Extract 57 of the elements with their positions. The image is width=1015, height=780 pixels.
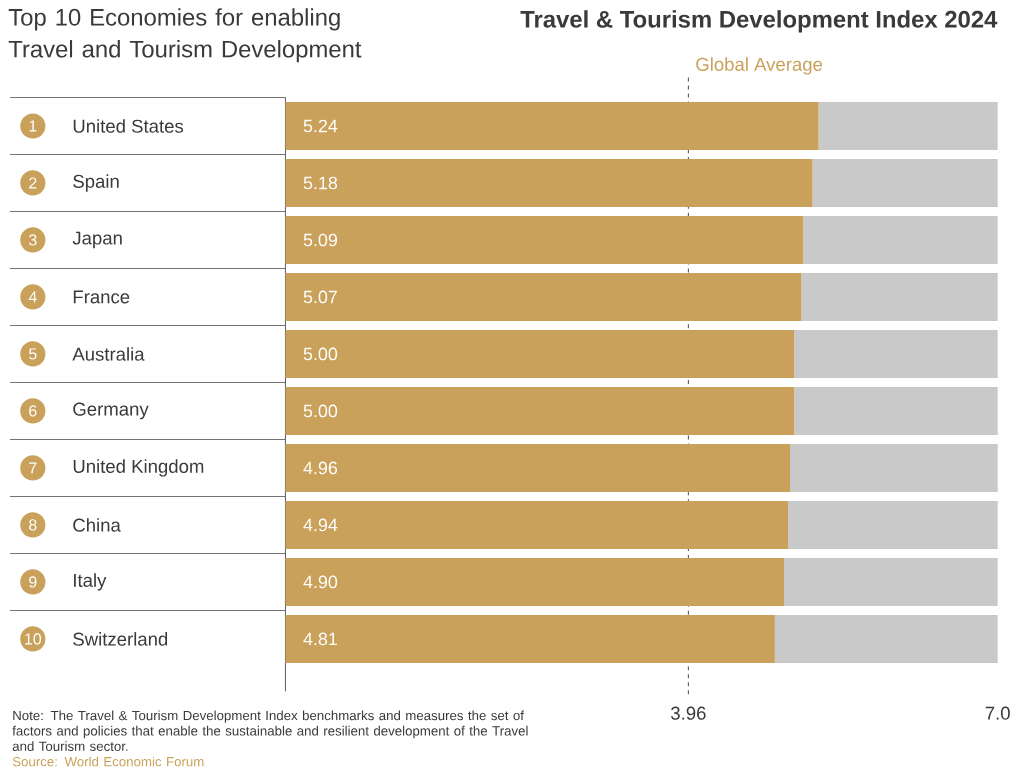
data-label: 5.00 bbox=[303, 347, 338, 361]
bar bbox=[812, 159, 998, 207]
bar bbox=[285, 330, 795, 378]
y-tick-label: Switzerland bbox=[73, 632, 168, 646]
bar bbox=[285, 216, 804, 264]
text: 5 bbox=[29, 348, 37, 360]
text: 6 bbox=[29, 405, 37, 417]
source-note: Source: World Economic Forum bbox=[12, 756, 204, 767]
bar bbox=[794, 387, 998, 435]
bar bbox=[803, 216, 998, 264]
bar bbox=[801, 273, 998, 321]
y-tick-label: Australia bbox=[72, 347, 145, 361]
bar bbox=[784, 558, 998, 606]
text: 4 bbox=[28, 291, 37, 303]
y-tick-label: Germany bbox=[73, 402, 149, 420]
ref-line-label: Global Average bbox=[696, 57, 823, 75]
text: 1 bbox=[29, 120, 37, 132]
x-tick-label: 7.0 bbox=[985, 706, 1010, 720]
y-tick-label: France bbox=[73, 290, 130, 304]
bar bbox=[790, 444, 998, 492]
x-tick-label: 3.96 bbox=[671, 706, 706, 720]
y-tick-label: United Kingdom bbox=[73, 459, 204, 477]
text: 10 bbox=[25, 633, 42, 645]
text: 3 bbox=[29, 234, 37, 246]
bar bbox=[285, 501, 789, 549]
bar bbox=[788, 501, 998, 549]
text: 8 bbox=[29, 519, 37, 531]
bar bbox=[285, 615, 775, 663]
bar bbox=[818, 102, 998, 150]
data-label: 4.94 bbox=[303, 518, 338, 532]
data-label: 5.00 bbox=[303, 404, 338, 418]
bar bbox=[794, 330, 998, 378]
bar bbox=[285, 387, 795, 435]
bar bbox=[285, 558, 785, 606]
text: 2 bbox=[29, 177, 37, 189]
data-label: 5.24 bbox=[303, 119, 338, 133]
bar bbox=[285, 159, 813, 207]
data-label: 5.09 bbox=[303, 233, 337, 247]
data-label: 5.07 bbox=[303, 290, 337, 304]
bar bbox=[285, 444, 791, 492]
y-tick-label: Spain bbox=[73, 174, 119, 192]
bar bbox=[285, 273, 802, 321]
data-label: 5.18 bbox=[303, 176, 338, 190]
text: Note: The Travel & Tourism Development Index benchmarks and measures the set of factors and policies that enable the sustainable and resilient development of the Travel and Tourism sector. bbox=[12, 710, 528, 752]
y-tick-label: Italy bbox=[74, 573, 107, 591]
chart-subtitle: Travel & Tourism Development Index 2024 bbox=[520, 10, 998, 33]
chart-title: Top 10 Economies for enabling Travel and Tourism Development bbox=[8, 8, 362, 63]
y-tick-label: China bbox=[73, 518, 121, 532]
data-label: 4.90 bbox=[303, 575, 338, 589]
y-tick-label: United States bbox=[73, 119, 184, 133]
y-tick-label: Japan bbox=[72, 231, 122, 249]
text: 9 bbox=[29, 576, 37, 588]
bar bbox=[285, 102, 819, 150]
text: 7 bbox=[29, 462, 37, 474]
data-label: 4.96 bbox=[303, 461, 338, 475]
bar bbox=[774, 615, 998, 663]
data-label: 4.81 bbox=[303, 632, 337, 646]
